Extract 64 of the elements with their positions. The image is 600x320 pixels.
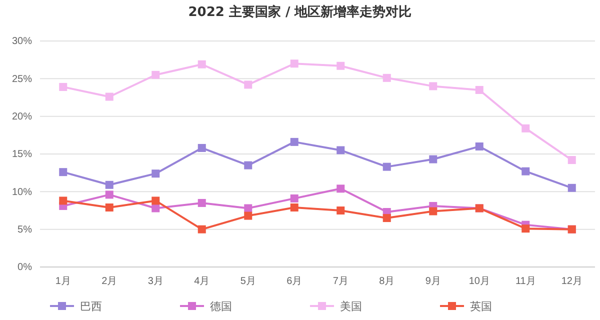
x-tick-label: 7月 (332, 276, 348, 288)
point (568, 184, 576, 192)
point (244, 204, 252, 212)
point (429, 82, 438, 90)
point (198, 60, 206, 68)
y-tick-label: 10% (12, 186, 32, 198)
point (429, 207, 438, 216)
point (290, 138, 298, 146)
x-tick-label: 10月 (468, 276, 490, 288)
x-tick-label: 6月 (286, 276, 302, 288)
point (59, 82, 68, 91)
point (336, 206, 345, 214)
point (105, 203, 114, 212)
point (152, 196, 160, 205)
point (522, 167, 530, 176)
point (198, 144, 206, 152)
point (382, 74, 391, 82)
point (382, 214, 391, 222)
point (244, 80, 252, 89)
point (198, 198, 206, 207)
point (152, 70, 160, 79)
point (290, 203, 298, 212)
y-tick-label: 25% (12, 74, 32, 85)
x-tick-label: 11月 (515, 276, 536, 288)
point (244, 212, 252, 220)
point (105, 190, 114, 199)
point (198, 225, 206, 234)
point (568, 156, 576, 164)
x-tick-label: 9月 (425, 276, 441, 288)
point (522, 124, 530, 132)
legend-label: 美国 (340, 300, 362, 313)
y-tick-label: 30% (12, 36, 32, 48)
point (152, 170, 160, 178)
x-tick-label: 1月 (55, 276, 71, 288)
point (429, 155, 438, 164)
point (290, 194, 298, 202)
x-tick-label: 3月 (148, 276, 164, 288)
legend-label: 德国 (210, 300, 232, 313)
y-tick-label: 0% (18, 262, 32, 274)
x-tick-label: 12月 (561, 276, 582, 288)
x-tick-label: 5月 (240, 276, 256, 288)
x-tick-label: 4月 (194, 276, 210, 288)
chart-title: 2022 主要国家 / 地区新增率走势对比 (188, 4, 412, 20)
point (105, 180, 114, 189)
point (336, 146, 345, 154)
point (336, 62, 345, 70)
point (382, 162, 391, 171)
y-tick-label: 5% (18, 224, 32, 236)
point (336, 184, 345, 193)
point (244, 161, 252, 170)
point (152, 204, 160, 212)
legend-label: 英国 (470, 300, 492, 313)
y-tick-label: 15% (12, 149, 32, 160)
point (59, 196, 68, 205)
y-tick-label: 20% (12, 112, 32, 123)
point (475, 142, 484, 150)
point (475, 86, 484, 94)
point (522, 224, 530, 233)
point (59, 168, 68, 176)
point (290, 60, 298, 68)
legend-label: 巴西 (80, 300, 102, 313)
x-tick-label: 2月 (102, 276, 118, 288)
x-tick-label: 8月 (379, 276, 395, 288)
point (105, 92, 114, 101)
